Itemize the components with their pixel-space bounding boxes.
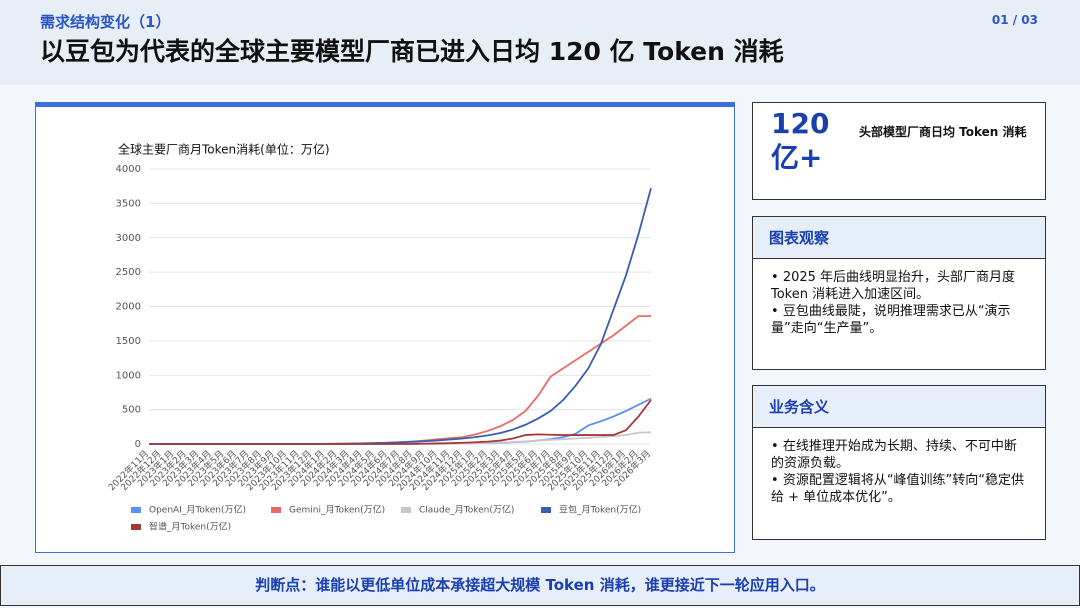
legend-label: Claude_月Token(万亿) [419, 504, 514, 516]
legend-label: Gemini_月Token(万亿) [289, 504, 385, 516]
legend-label: OpenAI_月Token(万亿) [149, 504, 246, 516]
y-tick-label: 3500 [116, 198, 141, 209]
page-number: 01 / 03 [991, 13, 1038, 27]
legend-swatch [401, 507, 411, 513]
legend-label: 智谱_月Token(万亿) [149, 521, 231, 533]
series-line [149, 188, 652, 445]
observation-card: 图表观察 2025 年后曲线明显抬升，头部厂商月度 Token 消耗进入加速区间… [752, 216, 1046, 370]
legend-swatch [131, 507, 141, 513]
card-title: 图表观察 [753, 217, 1045, 259]
y-tick-label: 0 [135, 439, 141, 450]
header [0, 0, 1080, 85]
y-tick-label: 1500 [116, 336, 141, 347]
bullet: 资源配置逻辑将从“峰值训练”转向“稳定供给 + 单位成本优化”。 [771, 472, 1029, 506]
section-label: 需求结构变化（1） [40, 13, 171, 31]
legend-swatch [131, 524, 141, 530]
y-tick-label: 2000 [116, 302, 141, 313]
y-tick-label: 1000 [116, 370, 141, 381]
series-line [149, 315, 651, 445]
highlight-value: 120亿+ [771, 107, 830, 174]
footer-banner: 判断点：谁能以更低单位成本承接超大规模 Token 消耗，谁更接近下一轮应用入口… [0, 565, 1080, 606]
implication-card: 业务含义 在线推理开始成为长期、持续、不可中断的资源负载。资源配置逻辑将从“峰值… [752, 385, 1046, 540]
bullet-list: 2025 年后曲线明显抬升，头部厂商月度 Token 消耗进入加速区间。豆包曲线… [753, 259, 1045, 337]
y-tick-label: 4000 [116, 164, 141, 175]
legend-swatch [541, 507, 551, 513]
y-tick-label: 2500 [116, 267, 141, 278]
bullet: 2025 年后曲线明显抬升，头部厂商月度 Token 消耗进入加速区间。 [771, 269, 1029, 303]
series-line [149, 397, 652, 445]
series-line [149, 399, 652, 445]
chart-panel: 全球主要厂商月Token消耗(单位：万亿) 0 500 1000 1500 2000 25… [35, 102, 735, 553]
slide-title: 以豆包为代表的全球主要模型厂商已进入日均 120 亿 Token 消耗 [40, 37, 784, 66]
chart: 全球主要厂商月Token消耗(单位：万亿) 0 500 1000 1500 2000 25… [106, 142, 654, 533]
legend-label: 豆包_月Token(万亿) [559, 504, 641, 516]
legend-swatch [271, 507, 281, 513]
y-tick-label: 500 [122, 405, 141, 416]
y-tick-label: 3000 [116, 233, 141, 244]
card-title: 业务含义 [753, 386, 1045, 428]
chart-title: 全球主要厂商月Token消耗(单位：万亿) [118, 142, 330, 157]
bullet: 豆包曲线最陡，说明推理需求已从“演示量”走向“生产量”。 [771, 303, 1029, 337]
highlight-card: 120亿+ 头部模型厂商日均 Token 消耗 [752, 102, 1046, 200]
bullet-list: 在线推理开始成为长期、持续、不可中断的资源负载。资源配置逻辑将从“峰值训练”转向… [753, 428, 1045, 506]
highlight-label: 头部模型厂商日均 Token 消耗 [859, 125, 1027, 139]
bullet: 在线推理开始成为长期、持续、不可中断的资源负载。 [771, 438, 1029, 472]
